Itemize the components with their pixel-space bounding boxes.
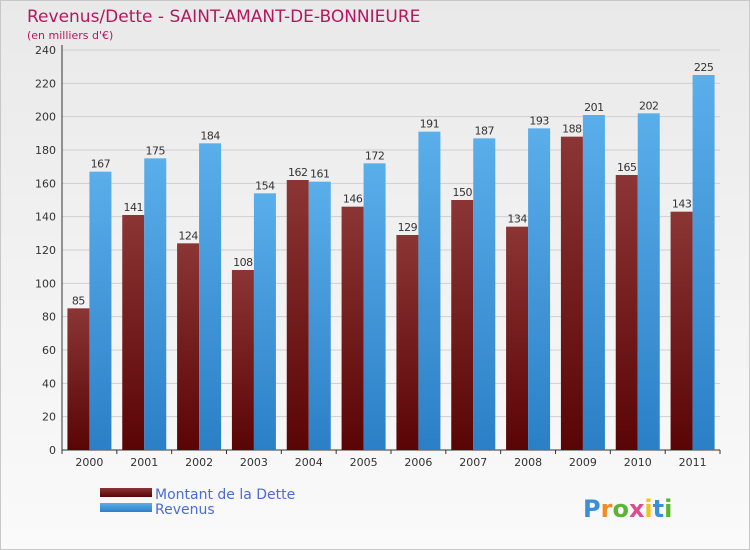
bar-revenus <box>89 171 112 450</box>
y-tick-label: 100 <box>35 277 56 290</box>
x-tick-label: 2011 <box>679 456 707 469</box>
tick-labels: 0 20 40 60 80 100 120 140 160 180 200 220 240 2000 200… <box>35 44 707 469</box>
logo-letter: i <box>644 495 652 523</box>
bar-dette <box>67 308 90 450</box>
bar-dette <box>396 235 419 450</box>
bar-revenus <box>582 115 605 450</box>
data-label-revenus: 193 <box>529 114 549 127</box>
data-label-dette: 124 <box>178 229 198 242</box>
data-label-revenus: 201 <box>584 101 604 114</box>
chart-subtitle: (en milliers d'€) <box>27 29 113 42</box>
x-tick-label: 2001 <box>130 456 158 469</box>
y-tick-label: 240 <box>35 44 56 57</box>
bar-revenus <box>473 138 496 451</box>
y-tick-label: 0 <box>49 444 56 457</box>
x-tick-label: 2009 <box>569 456 597 469</box>
data-label-revenus: 172 <box>365 149 385 162</box>
logo-letter: t <box>653 495 664 523</box>
logo-letter: P <box>583 495 601 523</box>
y-tick-label: 20 <box>42 411 56 424</box>
data-label-revenus: 225 <box>694 61 714 74</box>
y-tick-label: 160 <box>35 177 56 190</box>
bar-dette <box>560 136 583 450</box>
data-label-revenus: 154 <box>255 179 275 192</box>
data-label-dette: 165 <box>617 161 637 174</box>
bar-revenus <box>692 75 715 450</box>
x-tick-label: 2010 <box>624 456 652 469</box>
bar-dette <box>177 243 200 450</box>
data-labels: 85 167 141 175 124 184 108 154 162 161 146 172 129 19… <box>72 61 714 307</box>
bar-dette <box>231 270 254 450</box>
gridlines <box>62 49 720 418</box>
data-label-revenus: 161 <box>310 168 330 181</box>
data-label-revenus: 175 <box>146 144 166 157</box>
bar-revenus <box>528 128 551 451</box>
data-label-revenus: 184 <box>200 129 220 142</box>
logo-letter: o <box>612 495 629 523</box>
y-tick-label: 200 <box>35 111 56 124</box>
bar-revenus <box>308 181 331 450</box>
data-label-dette: 108 <box>233 256 253 269</box>
data-label-revenus: 202 <box>639 99 659 112</box>
bar-dette <box>615 175 638 450</box>
logo-letter: x <box>629 495 645 523</box>
bar-revenus <box>253 193 276 451</box>
y-tick-label: 60 <box>42 344 56 357</box>
data-label-dette: 134 <box>507 213 527 226</box>
bar-revenus <box>363 163 386 451</box>
bars <box>67 75 715 451</box>
data-label-dette: 129 <box>398 221 418 234</box>
logo-letter: r <box>601 495 613 523</box>
legend-swatch-debt <box>100 488 152 497</box>
legend-swatch-revenus <box>100 503 152 512</box>
proxiti-logo: Proxiti <box>583 495 672 523</box>
bar-dette <box>341 206 364 450</box>
data-label-dette: 141 <box>124 201 144 214</box>
data-label-dette: 143 <box>672 198 692 211</box>
data-label-dette: 162 <box>288 166 308 179</box>
bar-dette <box>451 200 474 450</box>
bar-revenus <box>418 131 441 450</box>
data-label-dette: 150 <box>453 186 473 199</box>
data-label-dette: 85 <box>72 294 85 307</box>
axes <box>61 45 721 454</box>
bar-dette <box>506 226 529 450</box>
x-tick-label: 2000 <box>75 456 103 469</box>
y-tick-label: 140 <box>35 211 56 224</box>
x-tick-label: 2003 <box>240 456 268 469</box>
y-tick-label: 80 <box>42 311 56 324</box>
x-tick-label: 2006 <box>404 456 432 469</box>
legend: Montant de la Dette Revenus <box>100 487 295 518</box>
y-tick-label: 40 <box>42 377 56 390</box>
logo-letter: i <box>664 495 672 523</box>
data-label-dette: 146 <box>343 193 363 206</box>
bar-dette <box>122 215 145 450</box>
bar-dette <box>670 211 693 450</box>
y-tick-label: 120 <box>35 244 56 257</box>
legend-label-debt: Montant de la Dette <box>155 487 295 503</box>
data-label-dette: 188 <box>562 123 582 136</box>
data-label-revenus: 187 <box>475 124 495 137</box>
bar-dette <box>286 180 309 450</box>
legend-label-revenus: Revenus <box>155 502 215 518</box>
x-tick-label: 2005 <box>350 456 378 469</box>
chart-title: Revenus/Dette - SAINT-AMANT-DE-BONNIEURE <box>27 7 420 27</box>
x-tick-label: 2008 <box>514 456 542 469</box>
y-tick-label: 180 <box>35 144 56 157</box>
data-label-revenus: 167 <box>91 158 111 171</box>
y-tick-label: 220 <box>35 77 56 90</box>
x-tick-label: 2004 <box>295 456 323 469</box>
x-tick-label: 2002 <box>185 456 213 469</box>
x-tick-label: 2007 <box>459 456 487 469</box>
bar-revenus <box>144 158 167 451</box>
bar-revenus <box>637 113 660 450</box>
bar-revenus <box>199 143 222 451</box>
data-label-revenus: 191 <box>420 118 440 131</box>
